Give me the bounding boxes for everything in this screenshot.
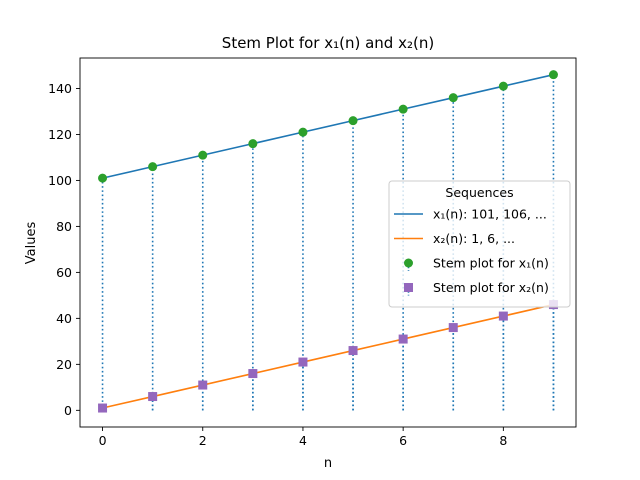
axes-frame bbox=[79, 57, 577, 428]
stem-marker-square bbox=[398, 334, 408, 344]
stem-marker-square bbox=[198, 380, 208, 390]
legend-entry-1: x₁(n): 101, 106, ... bbox=[433, 207, 547, 222]
legend-swatch-square bbox=[404, 283, 413, 292]
x-tick-label: 2 bbox=[199, 433, 207, 448]
y-tick-label: 60 bbox=[56, 265, 72, 280]
series-line-1 bbox=[102, 73, 554, 179]
x-tick-label: 6 bbox=[399, 433, 407, 448]
y-tick-label: 100 bbox=[48, 173, 72, 188]
stem-marker-square bbox=[98, 403, 108, 413]
stem-marker-circle bbox=[448, 93, 458, 103]
x-tick-label: 0 bbox=[99, 433, 107, 448]
y-tick-label: 120 bbox=[48, 127, 72, 142]
x-tick-label: 4 bbox=[299, 433, 307, 448]
legend-title: Sequences bbox=[445, 185, 513, 200]
stem-marker-square bbox=[348, 346, 358, 356]
stem-marker-square bbox=[298, 357, 308, 367]
series-line-2 bbox=[102, 303, 554, 409]
legend-entry-4: Stem plot for x₂(n) bbox=[433, 280, 549, 295]
stem-marker-circle bbox=[398, 104, 408, 114]
y-tick-label: 40 bbox=[56, 311, 72, 326]
stem-marker-square bbox=[448, 323, 458, 333]
stem-marker-circle bbox=[98, 173, 108, 183]
stem-marker-circle bbox=[298, 127, 308, 137]
y-tick-label: 80 bbox=[56, 219, 72, 234]
stem-marker-circle bbox=[498, 81, 508, 91]
legend-entry-3: Stem plot for x₁(n) bbox=[433, 256, 549, 271]
stem-marker-square bbox=[148, 392, 158, 402]
stem-marker-circle bbox=[548, 70, 558, 80]
y-tick-label: 0 bbox=[64, 403, 72, 418]
stem-marker-circle bbox=[148, 162, 158, 172]
y-axis-label: Values bbox=[24, 222, 39, 265]
chart-title: Stem Plot for x₁(n) and x₂(n) bbox=[222, 34, 434, 52]
x-axis-label: n bbox=[324, 456, 332, 471]
stem-marker-circle bbox=[198, 150, 208, 160]
legend: Sequences x₁(n): 101, 106, ... x₂(n): 1, 6… bbox=[388, 180, 571, 308]
stem-marker-square bbox=[248, 369, 258, 379]
y-tick-label: 20 bbox=[56, 357, 72, 372]
legend-entry-2: x₂(n): 1, 6, ... bbox=[433, 231, 515, 246]
x-tick-label: 8 bbox=[499, 433, 507, 448]
y-tick-label: 140 bbox=[48, 81, 72, 96]
legend-swatch-circle bbox=[404, 258, 413, 268]
stem-marker-circle bbox=[248, 139, 258, 149]
stem-marker-circle bbox=[348, 116, 358, 126]
stem-marker-square bbox=[498, 311, 508, 321]
legend-box bbox=[388, 180, 571, 308]
